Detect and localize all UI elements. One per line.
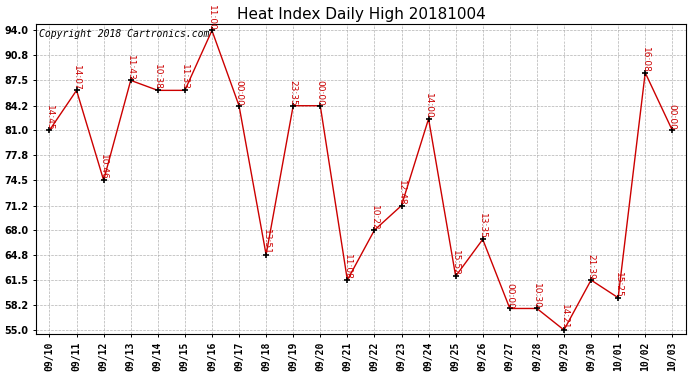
Text: 11:43: 11:43 [126,55,135,80]
Text: 00:00: 00:00 [505,283,514,309]
Text: 14:07: 14:07 [72,64,81,90]
Text: 23:35: 23:35 [288,80,297,106]
Text: 11:33: 11:33 [180,64,189,90]
Text: 15:52: 15:52 [451,251,460,276]
Text: 21:39: 21:39 [586,254,595,280]
Text: 14:45: 14:45 [45,105,54,130]
Text: 14:21: 14:21 [560,304,569,330]
Text: 10:22: 10:22 [370,204,379,230]
Text: 00:00: 00:00 [235,80,244,106]
Text: 10:46: 10:46 [99,154,108,180]
Text: 00:00: 00:00 [668,104,677,130]
Text: 11:08: 11:08 [343,254,352,280]
Text: 13:51: 13:51 [262,229,270,255]
Text: Copyright 2018 Cartronics.com: Copyright 2018 Cartronics.com [39,29,210,39]
Text: 12:48: 12:48 [397,180,406,206]
Text: 11:00: 11:00 [208,4,217,30]
Text: 10:30: 10:30 [533,283,542,309]
Text: 13:35: 13:35 [478,213,487,239]
Text: 00:00: 00:00 [316,80,325,106]
Title: Heat Index Daily High 20181004: Heat Index Daily High 20181004 [237,7,485,22]
Text: 15:25: 15:25 [613,272,622,298]
Text: 16:08: 16:08 [641,47,650,73]
Text: 10:38: 10:38 [153,64,162,90]
Text: 14:00: 14:00 [424,93,433,119]
